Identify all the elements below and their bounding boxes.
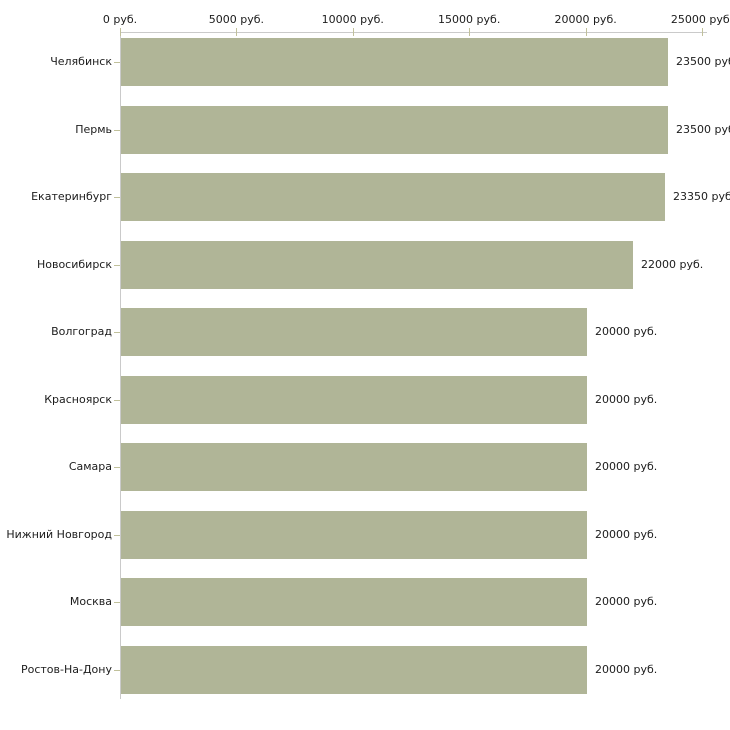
category-label: Екатеринбург [31, 190, 112, 203]
value-label: 23500 руб. [676, 55, 730, 68]
category-label: Москва [69, 595, 112, 608]
value-label: 20000 руб. [595, 460, 658, 473]
y-tick-mark [114, 265, 120, 266]
value-label: 23350 руб. [673, 190, 730, 203]
value-label: 20000 руб. [595, 663, 658, 676]
bar-Нижний Новгород [121, 510, 587, 559]
bar-Самара [121, 443, 587, 491]
bar-Ростов-На-Дону [121, 645, 587, 694]
y-tick-mark [114, 670, 120, 671]
category-label: Новосибирск [36, 258, 112, 271]
value-label: 20000 руб. [595, 393, 658, 406]
value-label: 22000 руб. [641, 258, 704, 271]
value-label: 20000 руб. [595, 325, 658, 338]
bar-Москва [121, 578, 587, 626]
category-label: Пермь [75, 123, 112, 136]
x-tick-label: 25000 руб. [670, 13, 730, 26]
bar-Волгоград [121, 308, 587, 356]
category-label: Красноярск [44, 393, 112, 406]
x-tick-label: 5000 руб. [208, 13, 265, 26]
value-label: 20000 руб. [595, 528, 658, 541]
x-tick-mark [585, 28, 587, 36]
category-label: Самара [68, 460, 112, 473]
bar-Красноярск [121, 375, 587, 424]
value-label: 20000 руб. [595, 595, 658, 608]
x-tick-mark [120, 28, 121, 36]
category-label: Нижний Новгород [6, 528, 112, 541]
category-label: Волгоград [51, 325, 112, 338]
y-tick-mark [114, 602, 120, 603]
x-tick-mark [469, 28, 471, 36]
y-axis-line [120, 32, 121, 699]
bar-Новосибирск [121, 240, 633, 289]
x-tick-mark [352, 28, 354, 36]
bar-Екатеринбург [121, 173, 665, 221]
bar-Пермь [121, 105, 668, 154]
y-tick-mark [114, 62, 120, 63]
y-tick-mark [114, 332, 120, 333]
x-axis-line [120, 32, 707, 33]
value-label: 23500 руб. [676, 123, 730, 136]
x-tick-label: 15000 руб. [438, 13, 501, 26]
y-tick-mark [114, 130, 120, 131]
bar-Челябинск [121, 38, 668, 86]
y-tick-mark [114, 400, 120, 401]
category-label: Челябинск [50, 55, 112, 68]
x-tick-mark [702, 28, 703, 36]
x-tick-mark [236, 28, 238, 36]
y-tick-mark [114, 467, 120, 468]
y-tick-mark [114, 197, 120, 198]
category-label: Ростов-На-Дону [20, 663, 112, 676]
x-tick-label: 0 руб. [102, 13, 138, 26]
x-tick-label: 10000 руб. [321, 13, 384, 26]
x-tick-label: 20000 руб. [554, 13, 617, 26]
y-tick-mark [114, 535, 120, 536]
